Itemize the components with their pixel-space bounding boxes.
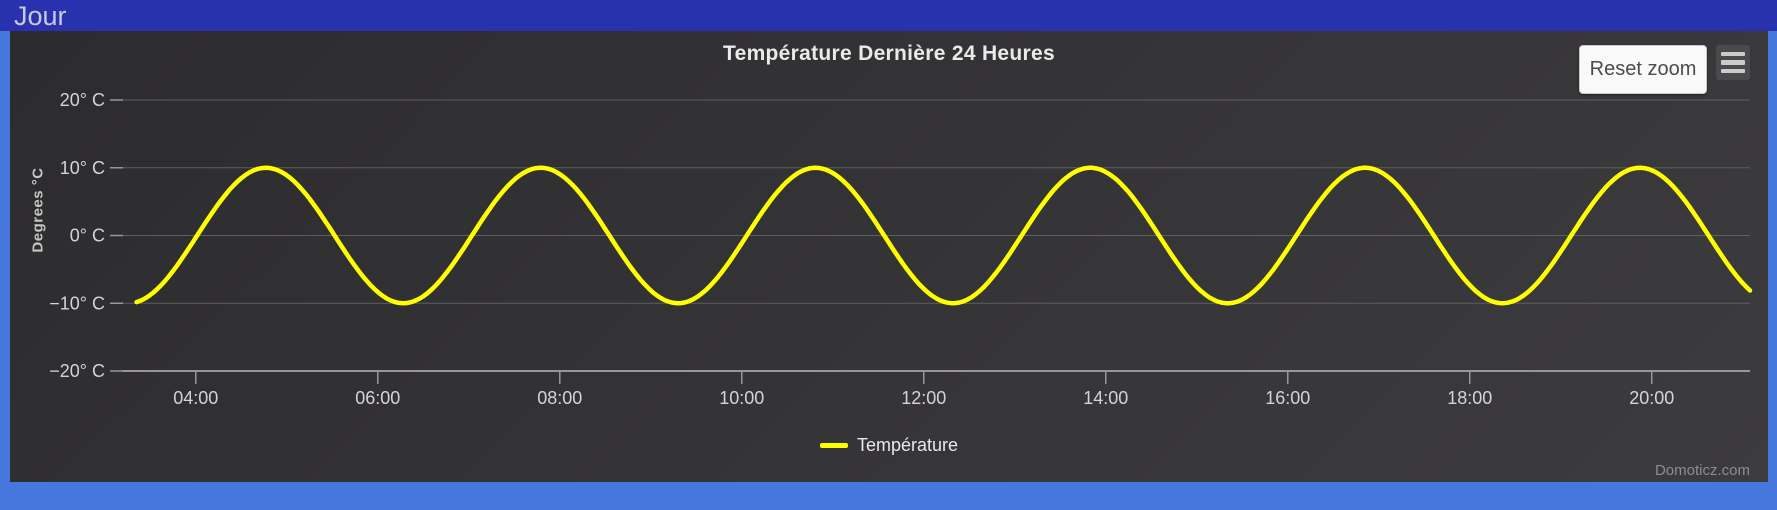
x-axis-label: 08:00: [537, 388, 582, 408]
chart-panel: 20° C 10° C 0° C −10° C −20° C 04:00 06:00 08:0…: [10, 31, 1768, 482]
page-title: Jour: [14, 1, 67, 31]
x-axis-label: 20:00: [1629, 388, 1674, 408]
watermark: Domoticz.com: [1654, 462, 1750, 479]
x-axis-label: 10:00: [719, 388, 764, 408]
reset-zoom-button[interactable]: Reset zoom: [1579, 45, 1707, 94]
x-axis-label: 06:00: [355, 388, 400, 408]
y-axis-label: 20° C: [60, 90, 105, 110]
legend-item-temperature[interactable]: Température: [819, 435, 959, 456]
plot-area[interactable]: 20° C 10° C 0° C −10° C −20° C 04:00 06:00 08:0…: [10, 31, 1768, 482]
x-axis-label: 04:00: [173, 388, 218, 408]
legend-swatch: [819, 443, 848, 448]
hamburger-icon: [1721, 51, 1745, 74]
x-axis-label: 18:00: [1447, 388, 1492, 408]
x-axis-label: 16:00: [1265, 388, 1310, 408]
chart-title: Température Dernière 24 Heures: [723, 42, 1055, 65]
chart-context-menu-button[interactable]: [1716, 45, 1750, 80]
y-axis-label: 10° C: [60, 158, 105, 178]
temperature-series-line[interactable]: [134, 165, 1753, 306]
legend: Température: [10, 435, 1768, 456]
y-axis-label: 0° C: [70, 226, 105, 246]
x-axis-label: 12:00: [901, 388, 946, 408]
y-axis-label: −10° C: [49, 293, 105, 313]
y-axis-label: −20° C: [49, 361, 105, 381]
x-axis-label: 14:00: [1083, 388, 1128, 408]
legend-label: Température: [856, 435, 959, 455]
y-axis-title: Degrees °C: [29, 167, 47, 253]
page-header-bar: Jour: [0, 0, 1777, 31]
